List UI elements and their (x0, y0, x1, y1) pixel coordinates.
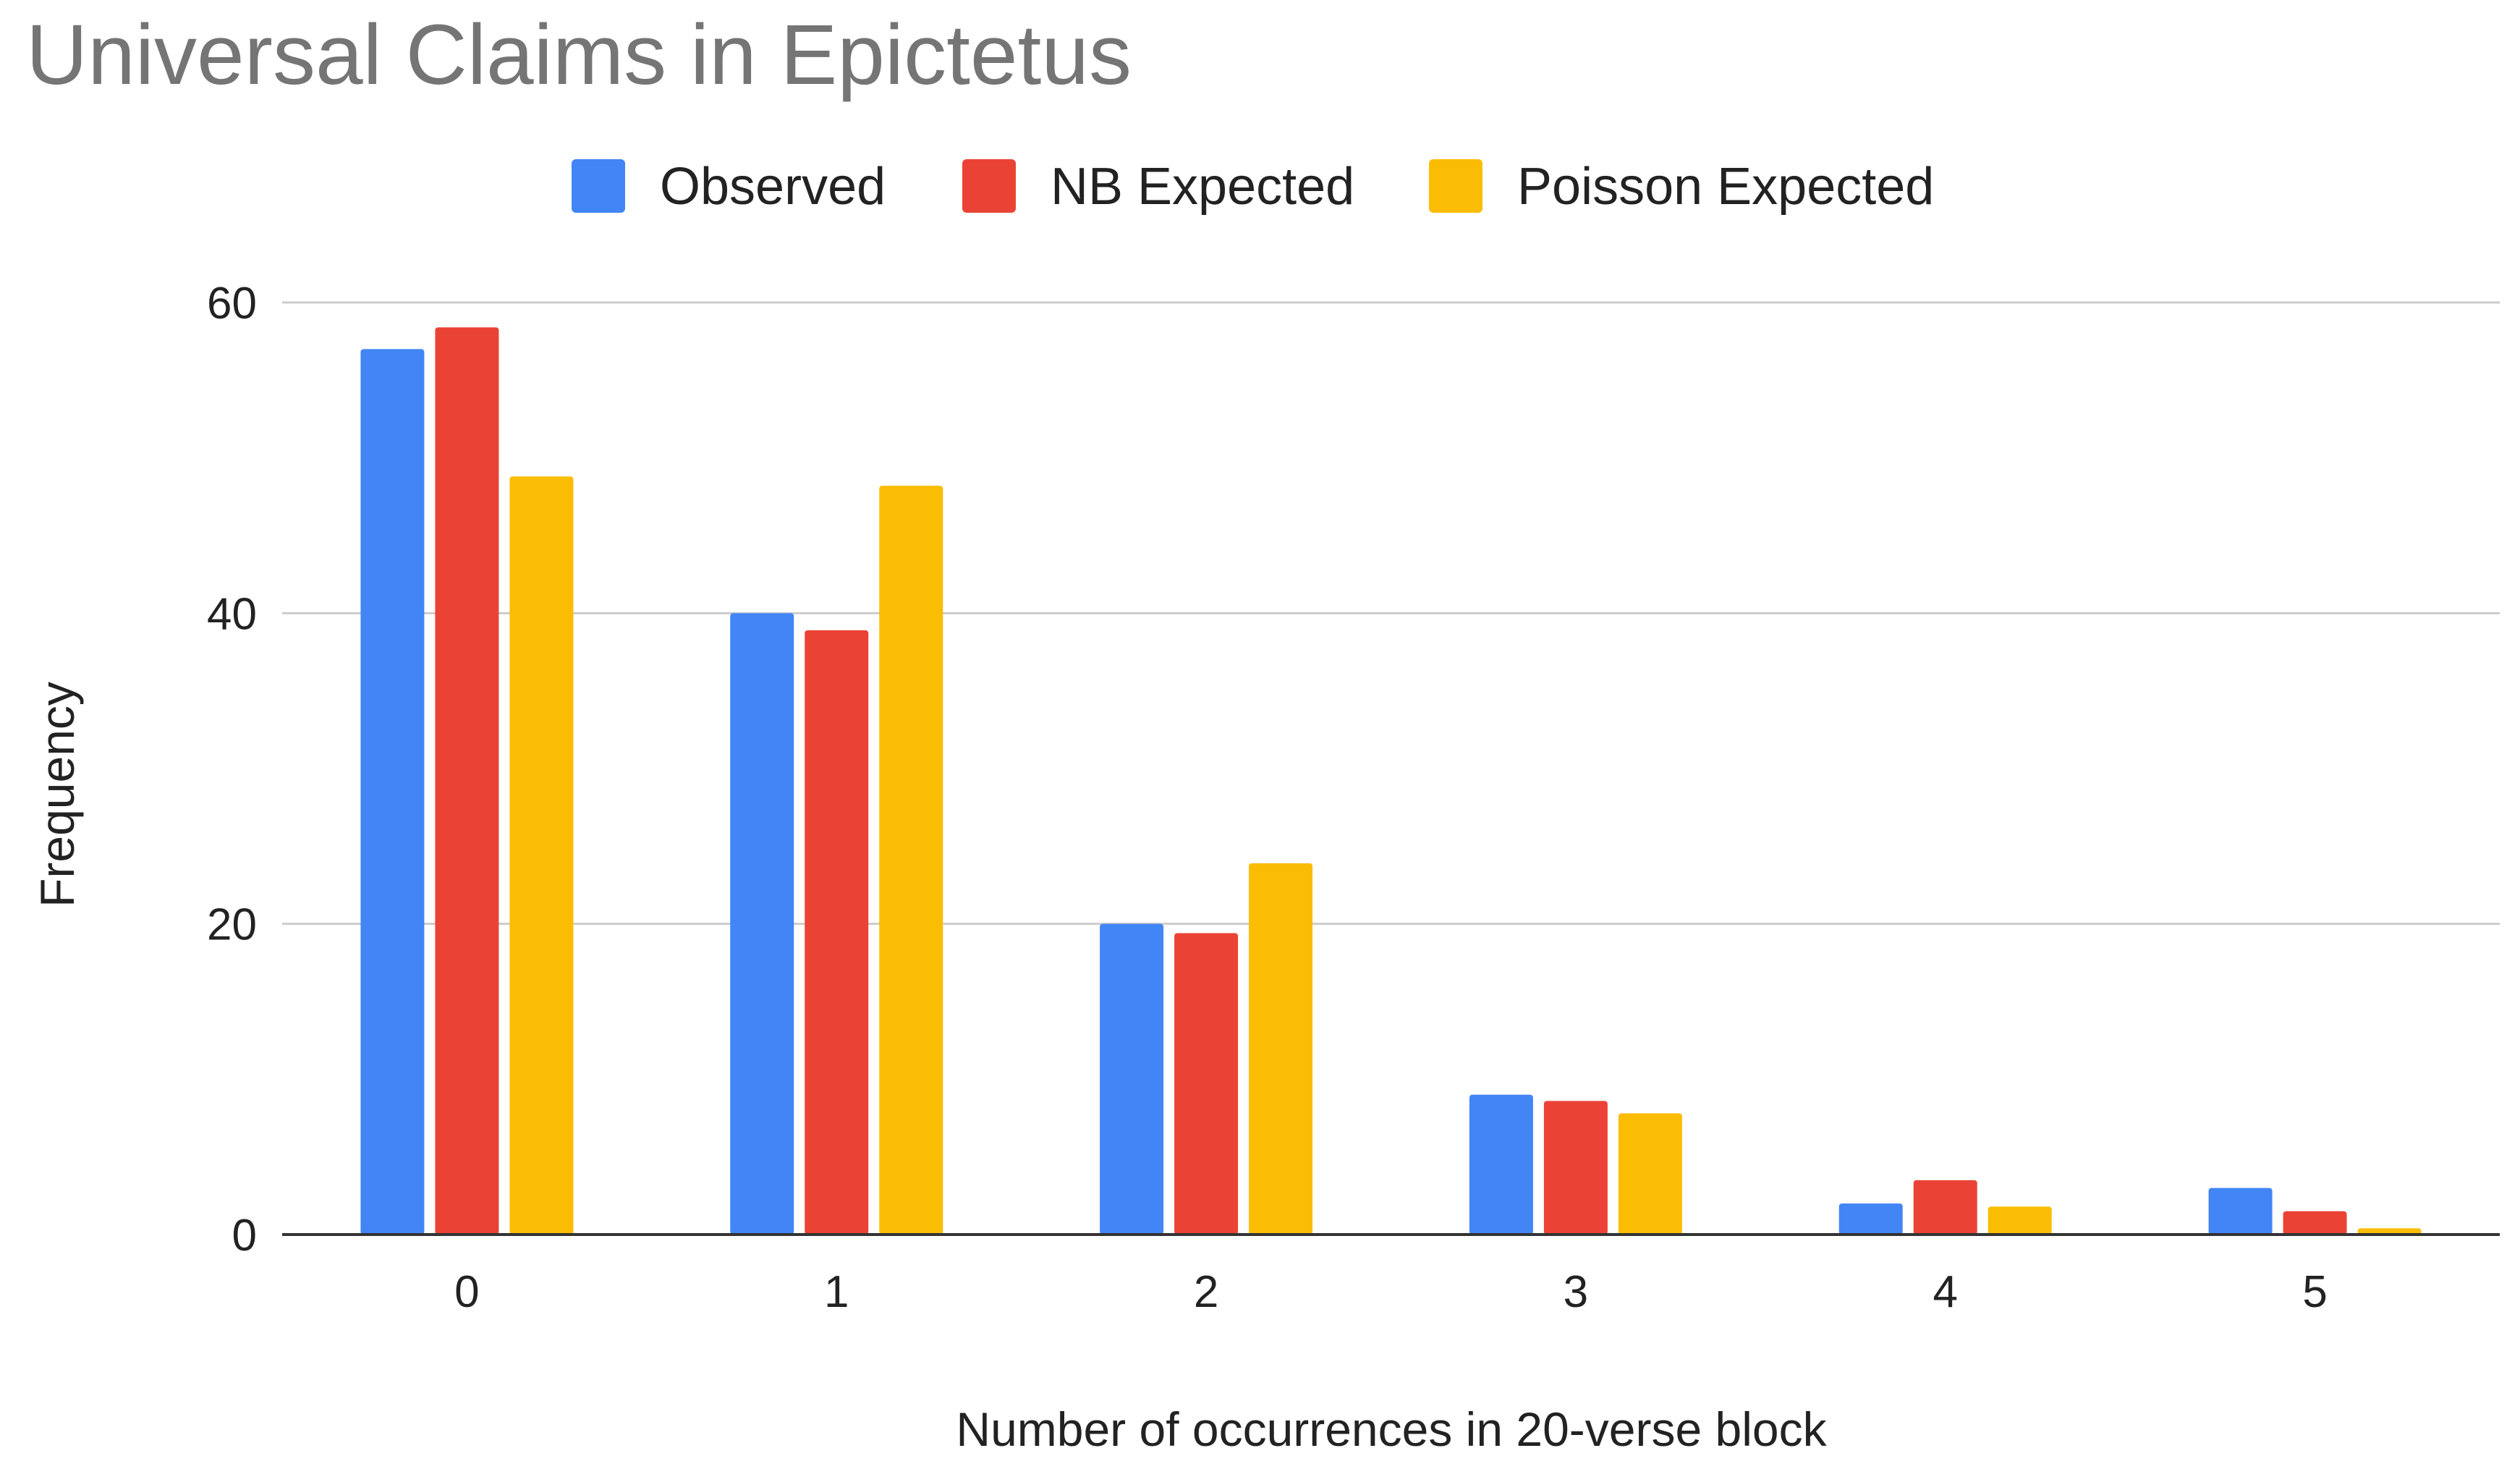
x-tick-label: 0 (454, 1267, 479, 1317)
bar-nb-expected-2 (1174, 933, 1239, 1235)
legend-label: Poisson Expected (1517, 158, 1934, 216)
y-tick-label: 40 (207, 589, 257, 639)
x-axis-title: Number of occurrences in 20-verse block (956, 1402, 1827, 1456)
legend: Observed NB Expected Poisson Expected (572, 158, 1934, 216)
legend-label: Observed (660, 158, 886, 216)
bar-poisson-expected-1 (879, 486, 943, 1235)
y-tick-label: 60 (207, 279, 257, 329)
y-axis-title: Frequency (30, 682, 84, 907)
legend-swatch (572, 159, 625, 213)
legend-label: NB Expected (1051, 158, 1354, 216)
x-tick-label: 4 (1933, 1267, 1958, 1317)
bar-observed-2 (1100, 923, 1164, 1235)
bar-observed-1 (730, 613, 794, 1235)
y-axis-ticks: 0 20 40 60 (207, 279, 257, 1261)
bar-nb-expected-4 (1913, 1180, 1977, 1235)
x-tick-label: 5 (2302, 1267, 2327, 1317)
legend-swatch (962, 159, 1016, 213)
chart-title: Universal Claims in Epictetus (26, 7, 1132, 103)
bar-poisson-expected-0 (509, 476, 574, 1235)
bar-poisson-expected-5 (2357, 1228, 2422, 1235)
bar-nb-expected-5 (2283, 1211, 2347, 1235)
bar-observed-3 (1469, 1094, 1533, 1235)
x-tick-label: 2 (1194, 1267, 1218, 1317)
bar-observed-5 (2208, 1188, 2273, 1235)
bars (360, 327, 2422, 1235)
bar-observed-4 (1838, 1203, 1903, 1235)
bar-nb-expected-3 (1543, 1101, 1608, 1235)
y-tick-label: 0 (232, 1211, 257, 1261)
x-axis-ticks: 0 1 2 3 4 5 (454, 1267, 2328, 1317)
bar-nb-expected-0 (435, 327, 499, 1235)
bar-nb-expected-1 (805, 630, 869, 1235)
x-tick-label: 1 (824, 1267, 849, 1317)
bar-observed-0 (360, 349, 425, 1235)
bar-poisson-expected-2 (1249, 863, 1313, 1235)
x-tick-label: 3 (1564, 1267, 1588, 1317)
y-tick-label: 20 (207, 900, 257, 950)
bar-poisson-expected-3 (1618, 1113, 1682, 1235)
bar-poisson-expected-4 (1987, 1206, 2052, 1235)
legend-swatch (1429, 159, 1482, 213)
gridlines (282, 301, 2500, 926)
